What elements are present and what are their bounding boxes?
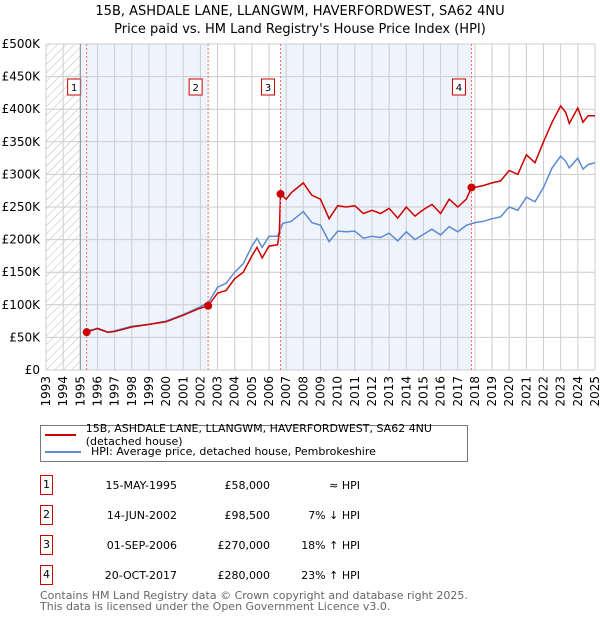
y-tick-label: £0 [25,363,40,377]
sale-number: 3 [40,535,53,555]
x-tick-label: 2021 [519,376,533,407]
legend: 15B, ASHDALE LANE, LLANGWM, HAVERFORDWES… [40,422,468,462]
footer-copyright: Contains HM Land Registry data © Crown c… [40,589,468,602]
footer: Contains HM Land Registry data © Crown c… [40,590,468,612]
x-tick-label: 2023 [554,376,568,407]
y-tick-label: £300K [2,167,42,181]
sale-date: 20-OCT-2017 [104,569,177,582]
y-tick-label: £500K [2,37,42,51]
x-tick-label: 1999 [142,376,156,407]
sale-vs-hpi: 23% ↑ HPI [301,569,360,582]
x-tick-label: 2003 [211,376,225,407]
x-tick-label: 2001 [176,376,190,407]
price-chart: 1 2 3 4 £0 £50K £100K £150K £200K £250K £300K £350K… [2,37,600,407]
legend-swatch-blue [45,450,81,453]
sale-vs-hpi: 7% ↓ HPI [308,509,360,522]
x-tick-label: 2016 [434,376,448,407]
chart-title: 15B, ASHDALE LANE, LLANGWM, HAVERFORDWES… [0,3,600,39]
y-tick-label: £150K [2,265,42,279]
x-tick-label: 2005 [245,376,259,407]
sale-date: 15-MAY-1995 [105,479,177,492]
x-tick-label: 2022 [537,376,551,407]
legend-item-property: 15B, ASHDALE LANE, LLANGWM, HAVERFORDWES… [41,422,467,448]
x-tick-label: 2017 [451,376,465,407]
legend-label: HPI: Average price, detached house, Pemb… [91,445,376,458]
y-tick-label: £350K [2,135,42,149]
sale-price: £280,000 [217,569,271,582]
y-tick-label: £200K [2,233,42,247]
sale-label: 2 [192,83,198,94]
x-tick-label: 2008 [296,376,310,407]
sale-point [82,328,91,337]
x-tick-label: 2002 [193,376,207,407]
x-tick-label: 2013 [382,376,396,407]
y-tick-label: £250K [2,200,42,214]
sale-point [204,301,213,310]
legend-item-hpi: HPI: Average price, detached house, Pemb… [41,443,467,460]
x-tick-label: 2004 [228,376,242,407]
sale-label: 1 [71,83,77,94]
sale-label-box [188,78,203,96]
sale-price: £270,000 [217,539,271,552]
hpi-line [85,154,596,333]
sale-price: £58,000 [224,479,271,492]
y-tick-label: £450K [2,70,42,84]
x-tick-label: 2015 [416,376,430,407]
sale-label-box [261,78,276,96]
x-tick-label: 1997 [108,376,122,407]
x-tick-label: 2011 [348,376,362,407]
y-tick-label: £100K [2,298,42,312]
x-tick-label: 2007 [279,376,293,407]
x-tick-label: 2019 [485,376,499,407]
y-tick-label: £400K [2,102,42,116]
x-tick-label: 1998 [125,376,139,407]
sale-point [276,189,285,198]
x-tick-label: 2010 [331,376,345,407]
sale-date: 01-SEP-2006 [106,539,177,552]
x-tick-label: 2018 [468,376,482,407]
sale-label-box [451,78,466,96]
x-tick-label: 2014 [399,376,413,407]
sale-price: £98,500 [224,509,271,522]
title-line: 15B, ASHDALE LANE, LLANGWM, HAVERFORDWES… [95,4,505,19]
x-tick-label: 1994 [56,376,70,407]
sale-point [467,183,476,192]
footer-licence: This data is licensed under the Open Gov… [40,600,391,613]
x-tick-label: 2009 [314,376,328,407]
x-tick-label: 2020 [502,376,516,407]
x-tick-label: 2006 [262,376,276,407]
sale-number: 1 [40,475,53,495]
sale-label: 4 [456,83,462,94]
x-tick-label: 2000 [159,376,173,407]
x-tick-label: 1996 [90,376,104,407]
sale-number: 4 [40,565,53,585]
subtitle-line: Price paid vs. HM Land Registry's House … [114,22,486,37]
x-tick-label: 2012 [365,376,379,407]
sale-label: 3 [265,83,271,94]
x-tick-label: 1993 [39,376,53,407]
x-tick-label: 2025 [588,376,600,407]
x-tick-label: 2024 [571,376,585,407]
sale-vs-hpi: ≈ HPI [329,479,360,492]
x-tick-label: 1995 [73,376,87,407]
sale-vs-hpi: 18% ↑ HPI [301,539,360,552]
y-tick-label: £50K [9,330,41,344]
legend-label: 15B, ASHDALE LANE, LLANGWM, HAVERFORDWES… [85,421,432,448]
sale-number: 2 [40,505,53,525]
sale-date: 14-JUN-2002 [106,509,177,522]
legend-swatch-red [45,433,76,436]
